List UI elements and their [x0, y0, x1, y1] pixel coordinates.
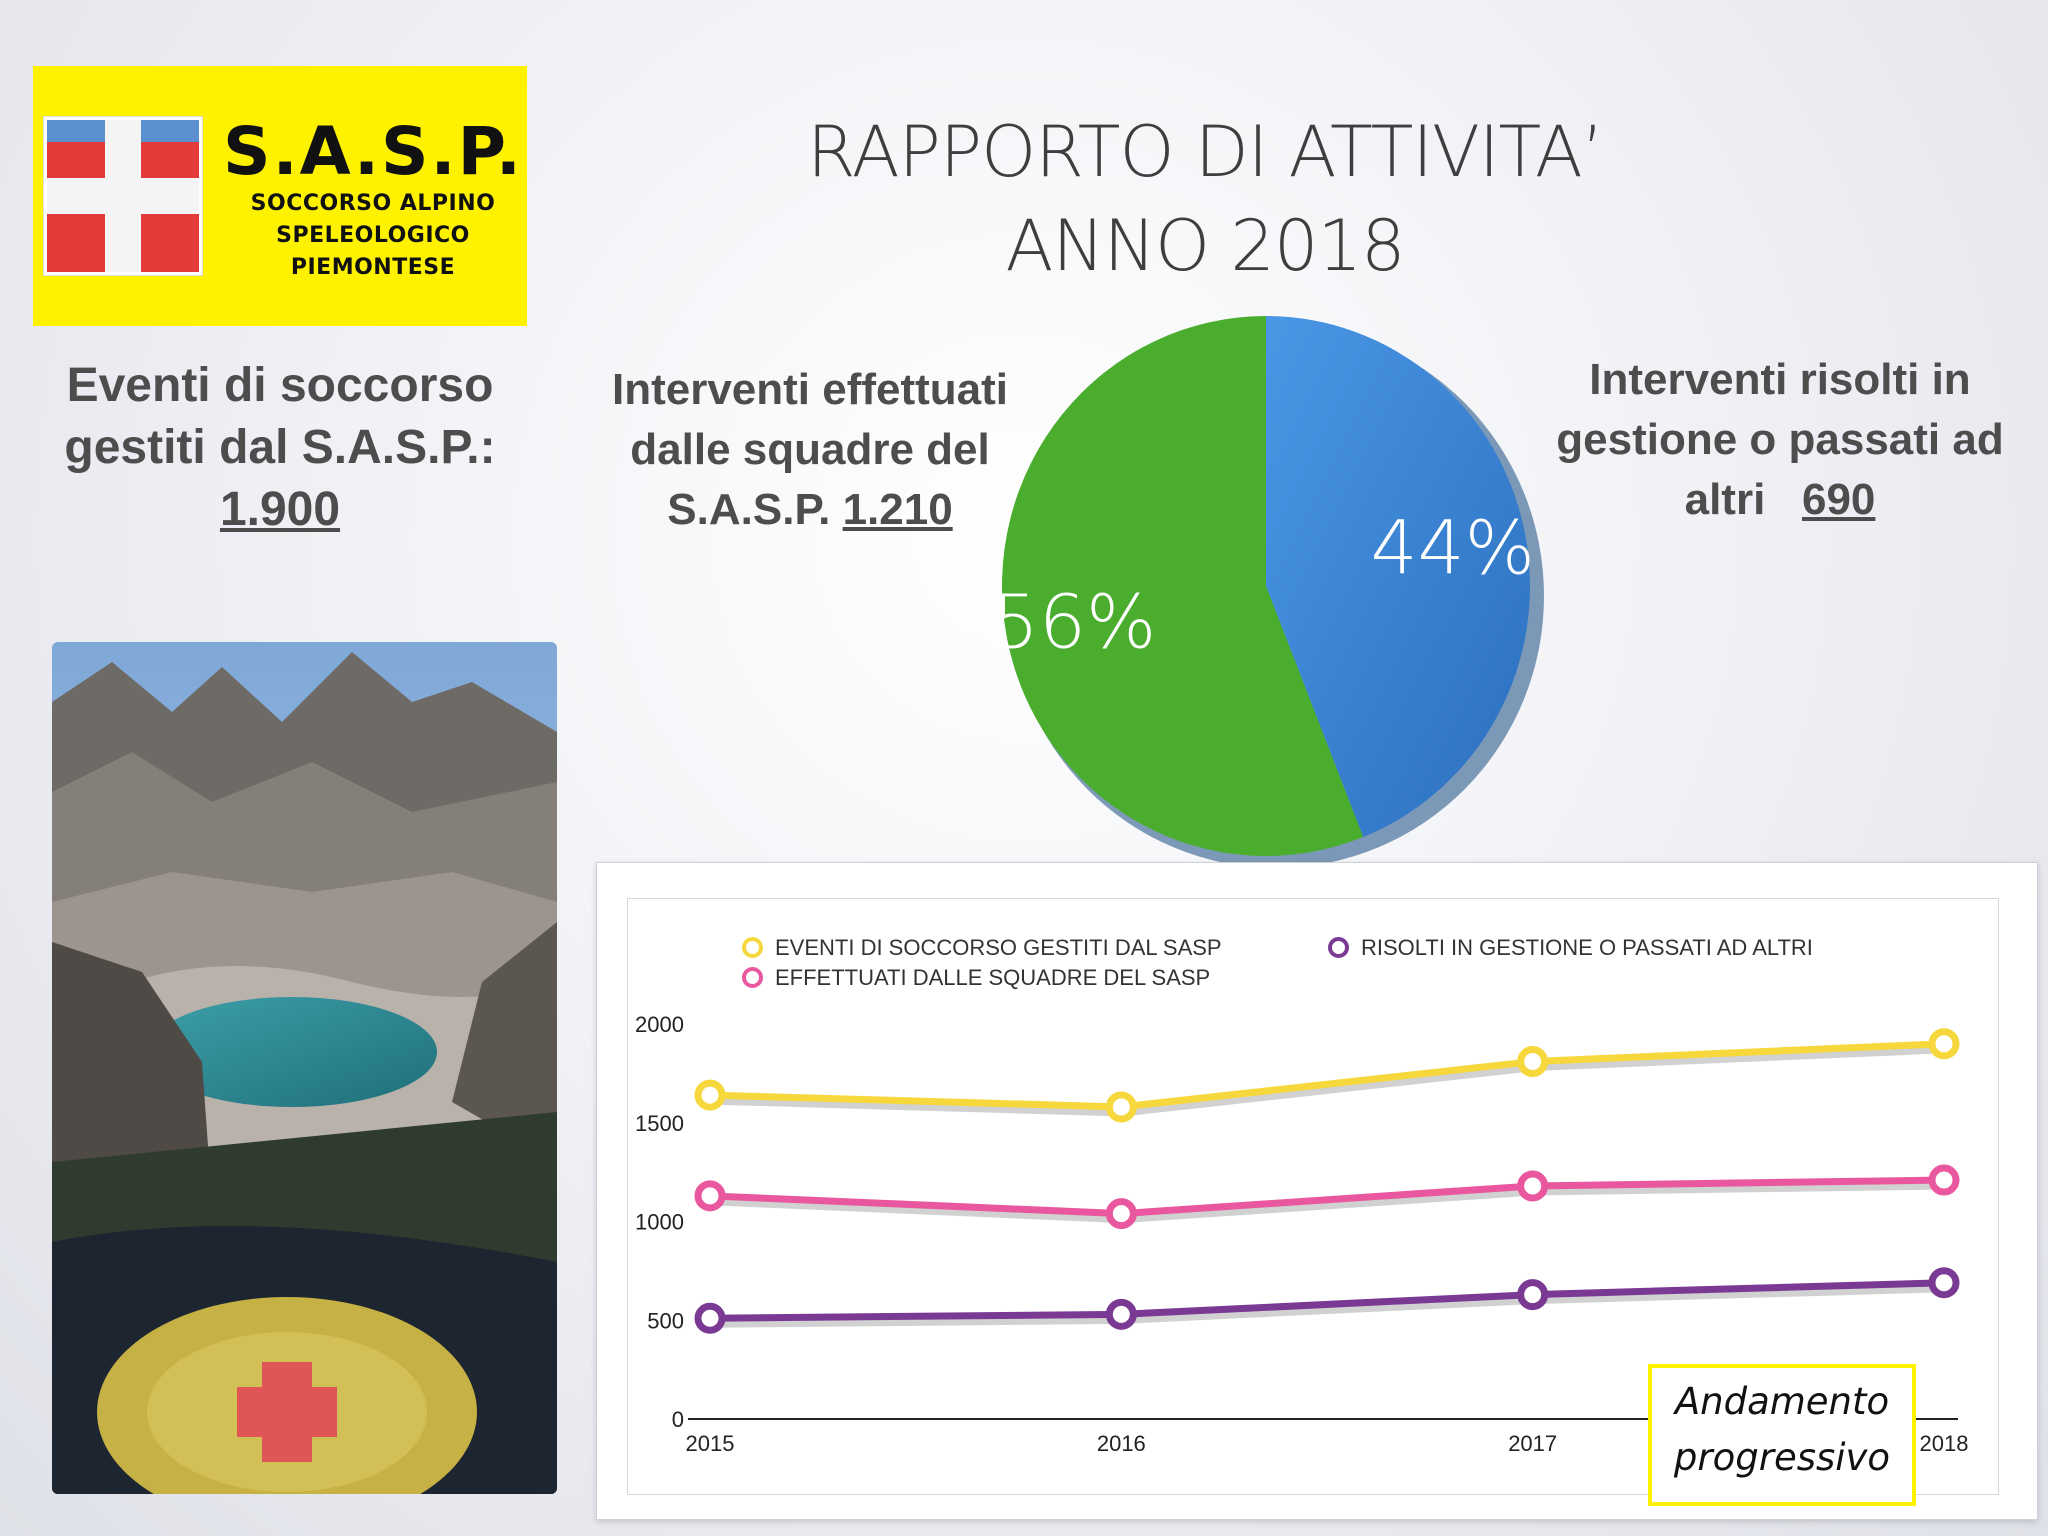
stat-other-interventions: Interventi risolti in gestione o passati… — [1520, 350, 2040, 530]
title-line1: RAPPORTO DI ATTIVITA’ — [806, 111, 1604, 193]
data-point-0-1 — [1105, 1091, 1137, 1123]
data-point-0-3 — [1928, 1028, 1960, 1060]
series-line-2 — [709, 1279, 1945, 1322]
annotation-line1: Andamento — [1674, 1380, 1890, 1423]
mountain-lake-photo — [52, 642, 557, 1494]
series-line-0 — [709, 1040, 1945, 1111]
legend-item-effettuati: EFFETTUATI DALLE SQUADRE DEL SASP — [742, 965, 1210, 991]
data-point-1-3 — [1928, 1164, 1960, 1196]
data-point-1-0 — [694, 1180, 726, 1212]
series-shadow — [711, 1283, 1947, 1328]
logo-line1: SOCCORSO ALPINO — [250, 191, 496, 216]
stat-total-line1: Eventi di soccorso — [66, 359, 494, 412]
data-point-0-0 — [694, 1079, 726, 1111]
stat-other-line3: altri — [1684, 475, 1766, 524]
stat-total-line2: gestiti dal S.A.S.P.: — [64, 421, 496, 474]
pie-chart: 44% 56% — [992, 312, 1546, 868]
pie-label-56: 56% — [998, 579, 1156, 665]
legend-item-eventi: EVENTI DI SOCCORSO GESTITI DAL SASP — [742, 935, 1222, 961]
stat-other-line1: Interventi risolti in — [1589, 355, 1971, 404]
legend-label-effettuati: EFFETTUATI DALLE SQUADRE DEL SASP — [775, 965, 1211, 990]
title-line2: ANNO 2018 — [1005, 205, 1405, 287]
logo-line3: PIEMONTESE — [290, 255, 456, 280]
stat-other-value: 690 — [1801, 475, 1876, 524]
series-shadow — [711, 1180, 1947, 1224]
pie-label-44: 44% — [1370, 506, 1534, 592]
annotation-line2: progressivo — [1673, 1436, 1891, 1479]
logo-name: S.A.S.P. — [223, 113, 523, 190]
data-point-0-2 — [1517, 1046, 1549, 1078]
legend-marker-effettuati — [742, 966, 763, 988]
legend-label-eventi: EVENTI DI SOCCORSO GESTITI DAL SASP — [775, 935, 1222, 960]
legend-marker-eventi — [742, 936, 763, 958]
data-point-1-1 — [1105, 1198, 1137, 1230]
legend-label-risolti: RISOLTI IN GESTIONE O PASSATI AD ALTRI — [1361, 935, 1813, 960]
y-tick-label: 0 — [672, 1407, 684, 1432]
line-chart-panel: 0 500 1000 1500 2000 2015 2016 2017 2018 EVENTI … — [596, 862, 2038, 1520]
data-point-1-2 — [1517, 1170, 1549, 1202]
y-tick-label: 1500 — [635, 1111, 684, 1136]
line-chart-frame: 0 500 1000 1500 2000 2015 2016 2017 2018 EVENTI … — [627, 898, 1999, 1506]
data-point-2-1 — [1105, 1298, 1137, 1330]
pie-slice-44 — [1266, 316, 1530, 838]
logo-line2: SPELEOLOGICO — [276, 223, 470, 248]
piedmont-cross-emblem-icon — [43, 116, 203, 276]
data-point-2-2 — [1517, 1279, 1549, 1311]
data-point-2-3 — [1928, 1267, 1960, 1299]
series-shadow — [711, 1044, 1947, 1117]
series-line-1 — [709, 1176, 1945, 1218]
stat-teams-line1: Interventi effettuati — [611, 365, 1009, 414]
annotation-box: Andamento progressivo — [1648, 1364, 1916, 1506]
legend-marker-risolti — [1328, 936, 1349, 958]
stat-total-events: Eventi di soccorso gestiti dal S.A.S.P.:… — [30, 355, 530, 541]
x-tick-label: 2017 — [1508, 1431, 1557, 1456]
y-tick-label: 1000 — [635, 1210, 684, 1235]
y-tick-label: 2000 — [635, 1012, 684, 1037]
stat-teams-line3: S.A.S.P. — [667, 485, 831, 534]
legend-item-risolti: RISOLTI IN GESTIONE O PASSATI AD ALTRI — [1328, 935, 1813, 961]
x-tick-label: 2018 — [1920, 1431, 1969, 1456]
stat-teams-line2: dalle squadre del — [630, 425, 990, 474]
sasp-logo: S.A.S.P. SOCCORSO ALPINO SPELEOLOGICO PI… — [33, 66, 527, 326]
stat-other-line2: gestione o passati ad — [1556, 415, 2004, 464]
stat-teams-value: 1.210 — [842, 485, 953, 534]
y-tick-label: 500 — [647, 1308, 684, 1333]
data-point-2-0 — [694, 1302, 726, 1334]
x-tick-label: 2015 — [686, 1431, 735, 1456]
pie-slice-56 — [1002, 316, 1364, 856]
x-tick-label: 2016 — [1097, 1431, 1146, 1456]
page-title: RAPPORTO DI ATTIVITA’ ANNO 2018 — [620, 105, 1790, 293]
stat-total-value: 1.900 — [219, 483, 341, 536]
stat-team-interventions: Interventi effettuati dalle squadre del … — [580, 360, 1040, 540]
